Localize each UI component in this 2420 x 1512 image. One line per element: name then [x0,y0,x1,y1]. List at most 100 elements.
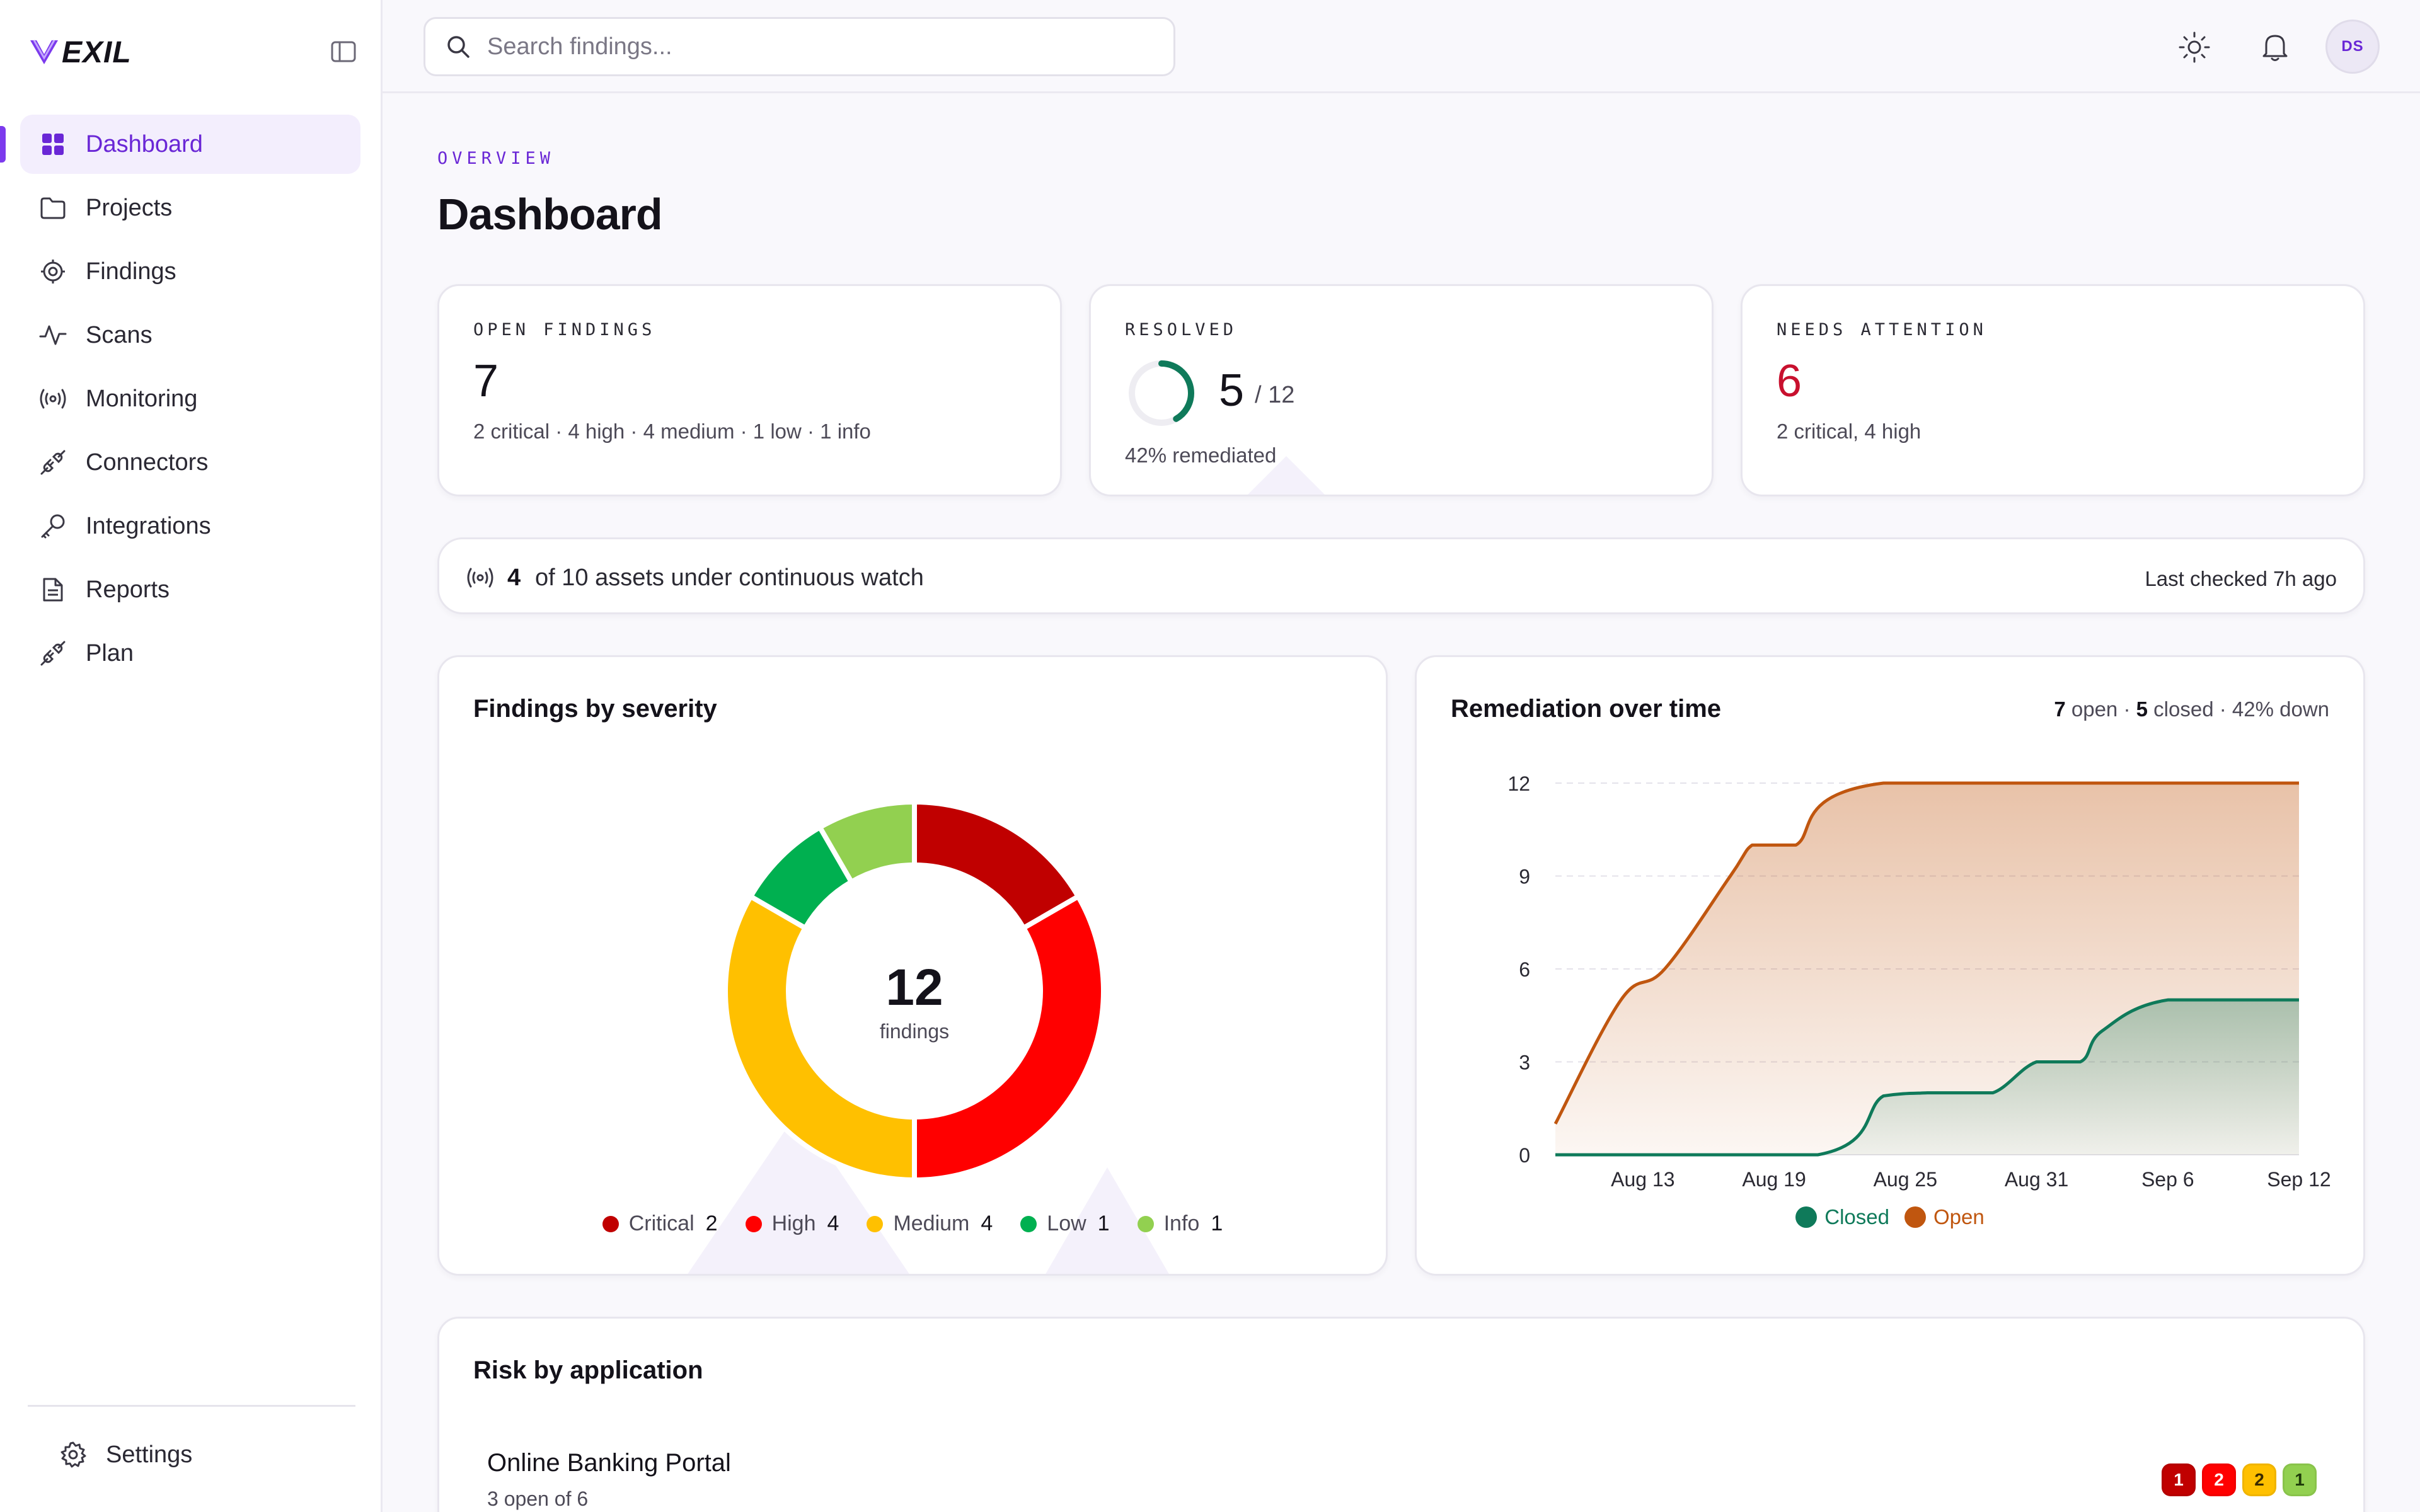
legend-item-medium[interactable]: Medium 4 [867,1211,993,1236]
legend-item-low[interactable]: Low 1 [1020,1211,1110,1236]
stat-value: 6 [1777,356,1802,406]
legend-count: 4 [827,1211,839,1235]
severity-legend: Critical 2 High 4 Medium 4 Low 1 Info 1 [439,1211,1386,1236]
sidebar-divider [28,1405,355,1407]
sidebar-nav: Dashboard Projects Findings Scans [0,115,383,687]
card-title: Findings by severity [473,695,717,723]
legend-label: Open [1933,1205,1985,1228]
y-tick-label: 3 [1519,1051,1530,1074]
summary-down: 42% down [2232,697,2329,721]
sidebar-item-scans[interactable]: Scans [20,306,360,365]
settings-label: Settings [106,1441,193,1468]
open-findings-card[interactable]: OPEN FINDINGS 7 2 critical · 4 high · 4 … [437,284,1062,496]
page-title: Dashboard [437,190,663,239]
remediation-summary: 7 open · 5 closed · 42% down [2054,697,2329,721]
sidebar: EXIL Dashboard Projects [0,0,383,1512]
severity-badge: 2 [2202,1463,2236,1496]
severity-chart-card: Findings by severity 12 findings Critica… [437,655,1388,1276]
grid-icon [37,128,69,161]
severity-badge: 1 [2283,1463,2317,1496]
stat-breakdown: 2 critical, 4 high [1777,420,1922,443]
resolved-progress-arc [1129,360,1194,426]
needs-attention-card[interactable]: NEEDS ATTENTION 6 2 critical, 4 high [1741,284,2365,496]
legend-item-info[interactable]: Info 1 [1137,1211,1223,1236]
card-title: Risk by application [473,1356,703,1384]
legend-label: Closed [1824,1205,1889,1228]
radio-icon [467,568,493,588]
sidebar-item-label: Connectors [86,449,209,476]
key-icon [37,510,69,542]
legend-item-open[interactable]: Open [1904,1205,1985,1229]
legend-count: 1 [1097,1211,1110,1235]
legend-label: Info [1163,1211,1200,1235]
legend-count: 1 [1211,1211,1223,1235]
donut-center: 12 findings [713,789,1116,1193]
donut-slice-info[interactable] [816,799,917,886]
sidebar-item-projects[interactable]: Projects [20,178,360,238]
sidebar-item-monitoring[interactable]: Monitoring [20,369,360,428]
notifications-button[interactable] [2253,25,2297,69]
legend-item-critical[interactable]: Critical 2 [602,1211,718,1236]
sidebar-item-findings[interactable]: Findings [20,242,360,301]
legend-swatch [602,1215,619,1232]
sidebar-item-plan[interactable]: Plan [20,624,360,683]
continuous-watch-bar[interactable]: 4 of 10 assets under continuous watch La… [437,537,2365,614]
sidebar-item-settings[interactable]: Settings [40,1425,381,1484]
remediation-area-chart[interactable]: 0 3 6 9 12 Aug 13 Aug 19 Aug 25 Aug 31 Sep 6 Sep 1… [1417,657,2367,1278]
summary-closed-word: closed [2153,697,2214,721]
legend-label: Medium [893,1211,970,1235]
sidebar-item-integrations[interactable]: Integrations [20,496,360,556]
legend-count: 2 [705,1211,718,1235]
logo-text: EXIL [62,35,132,69]
summary-closed-count: 5 [2136,697,2148,721]
sidebar-item-label: Projects [86,194,173,221]
card-title: Remediation over time [1451,695,1722,723]
severity-badge: 1 [2162,1463,2196,1496]
sidebar-item-connectors[interactable]: Connectors [20,433,360,492]
sidebar-item-label: Integrations [86,512,211,539]
theme-toggle-button[interactable] [2172,25,2216,69]
search-input[interactable] [487,33,1117,60]
activity-icon [37,319,69,352]
sidebar-item-dashboard[interactable]: Dashboard [20,115,360,174]
resolved-count: 5 [1219,365,1245,416]
summary-open-word: open [2071,697,2118,721]
x-tick-label: Aug 13 [1611,1168,1674,1191]
legend-item-high[interactable]: High 4 [745,1211,839,1236]
x-tick-label: Aug 19 [1742,1168,1806,1191]
sidebar-item-reports[interactable]: Reports [20,560,360,619]
topbar: DS [383,0,2420,93]
x-tick-label: Aug 25 [1874,1168,1937,1191]
y-tick-label: 12 [1507,772,1530,795]
resolved-card[interactable]: RESOLVED 5 / 12 42% remediated [1089,284,1714,496]
sidebar-collapse-button[interactable] [328,38,359,66]
series-line-closed[interactable] [1555,998,2299,1157]
bell-icon [2262,35,2288,61]
watermark-shape [688,1111,1169,1274]
y-tick-label: 9 [1519,866,1530,888]
radio-icon [37,382,69,415]
donut-slice-medium[interactable] [723,893,917,1183]
legend-item-closed[interactable]: Closed [1795,1205,1889,1229]
x-tick-label: Sep 12 [2267,1168,2331,1191]
last-checked: Last checked 7h ago [2145,567,2337,590]
summary-open-count: 7 [2054,697,2066,721]
logo-mark-icon [30,40,58,64]
legend-label: Critical [628,1211,694,1235]
search-box[interactable] [424,17,1175,76]
brand-logo[interactable]: EXIL [29,35,132,69]
y-tick-label: 0 [1519,1144,1530,1167]
watermark-shape [1248,456,1325,495]
series-line-open[interactable] [1553,781,2299,1125]
donut-slice-high[interactable] [912,893,1106,1183]
x-tick-label: Sep 6 [2141,1168,2194,1191]
stat-value: 7 [473,356,499,406]
application-name: Online Banking Portal [487,1449,731,1477]
folder-icon [37,192,69,224]
severity-donut-chart[interactable] [713,789,1116,1193]
sidebar-toggle-icon [331,41,356,62]
legend-swatch [1020,1215,1037,1232]
remediation-legend: Closed Open [1417,1205,2363,1229]
plug-icon [37,637,69,670]
avatar[interactable]: DS [2325,20,2380,74]
